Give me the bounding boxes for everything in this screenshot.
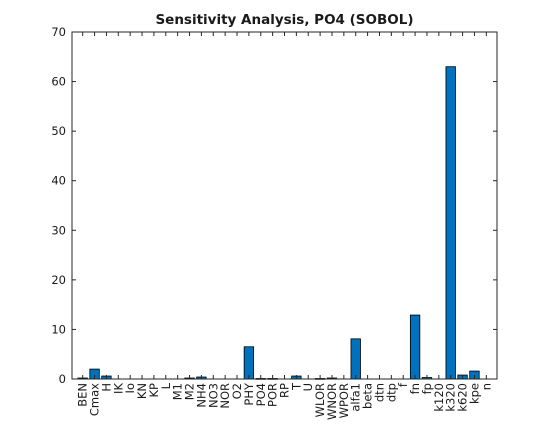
x-tick-label-Io: Io bbox=[123, 383, 137, 393]
x-tick-label-O2: O2 bbox=[230, 383, 244, 399]
bar-alfa1 bbox=[350, 338, 361, 380]
chart-title: Sensitivity Analysis, PO4 (SOBOL) bbox=[155, 12, 413, 28]
x-tick-label-dtp: dtp bbox=[384, 383, 398, 402]
x-tick-label-NOR: NOR bbox=[218, 383, 232, 409]
y-axis: 0 10 20 30 40 50 60 70 bbox=[51, 25, 497, 386]
bar-group bbox=[77, 66, 480, 380]
x-tick-label-WNOR: WNOR bbox=[325, 383, 339, 420]
x-tick-label-alfa1: alfa1 bbox=[349, 383, 363, 412]
y-tick-label: 10 bbox=[51, 322, 66, 336]
x-tick-label-NH4: NH4 bbox=[194, 383, 208, 408]
x-tick-label-Cmax: Cmax bbox=[88, 383, 102, 416]
y-tick-label: 30 bbox=[51, 223, 66, 237]
x-tick-label-k120: k120 bbox=[432, 383, 446, 412]
x-tick-label-RP: RP bbox=[278, 383, 292, 398]
bar-PHY bbox=[243, 346, 255, 380]
x-tick-label-fn: fn bbox=[408, 383, 422, 394]
y-tick-label: 20 bbox=[51, 273, 66, 287]
x-tick-label-WLOR: WLOR bbox=[313, 383, 327, 417]
x-tick-label-KP: KP bbox=[147, 383, 161, 398]
bar-k320 bbox=[445, 66, 456, 380]
x-tick-label-IK: IK bbox=[111, 383, 125, 394]
y-tick-label: 50 bbox=[51, 124, 66, 138]
x-tick-label-PHY: PHY bbox=[242, 382, 256, 406]
x-tick-label-M1: M1 bbox=[171, 383, 185, 400]
x-tick-label-PO4: PO4 bbox=[254, 383, 268, 406]
x-tick-label-BEN: BEN bbox=[76, 383, 90, 407]
x-tick-label-kpe: kpe bbox=[467, 383, 481, 404]
x-tick-label-f: f bbox=[396, 382, 410, 387]
x-tick-label-n: n bbox=[479, 383, 493, 390]
x-tick-label-POR: POR bbox=[266, 383, 280, 407]
x-tick-label-H: H bbox=[99, 383, 113, 392]
x-tick-label-k320: k320 bbox=[444, 383, 458, 412]
x-axis: BENCmaxHIKIoKNKPLM1M2NH4NO3NORO2PHYPO4PO… bbox=[76, 32, 493, 420]
x-tick-label-fp: fp bbox=[420, 383, 434, 394]
x-tick-label-KN: KN bbox=[135, 383, 149, 399]
plot-area-frame bbox=[71, 31, 498, 380]
x-tick-label-WPOR: WPOR bbox=[337, 383, 351, 418]
x-tick-label-L: L bbox=[159, 382, 173, 389]
x-tick-label-U: U bbox=[301, 383, 315, 391]
y-tick-label: 40 bbox=[51, 174, 66, 188]
y-tick-label: 0 bbox=[59, 372, 66, 386]
x-tick-label-k620: k620 bbox=[456, 383, 470, 412]
x-tick-label-NO3: NO3 bbox=[206, 383, 220, 408]
y-tick-label: 70 bbox=[51, 25, 66, 39]
y-tick-label: 60 bbox=[51, 75, 66, 89]
x-tick-label-T: T bbox=[289, 382, 303, 391]
bar-fn bbox=[409, 314, 421, 380]
x-tick-label-dtn: dtn bbox=[372, 383, 386, 402]
x-tick-label-beta: beta bbox=[361, 383, 375, 409]
x-tick-label-M2: M2 bbox=[183, 383, 197, 400]
